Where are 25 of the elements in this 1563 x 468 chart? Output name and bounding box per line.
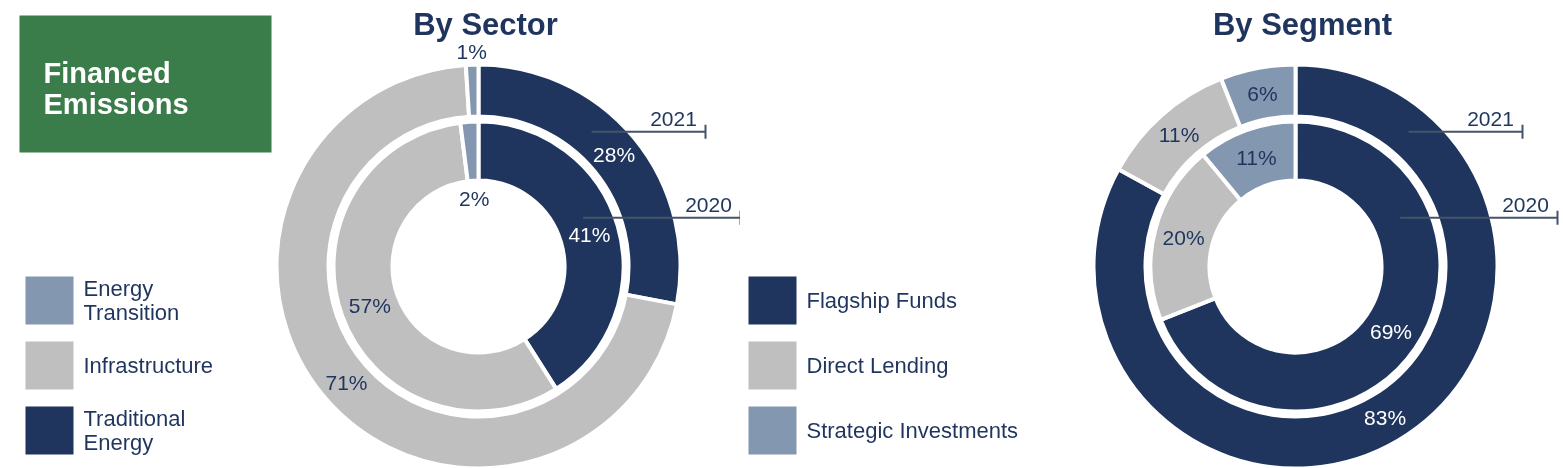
data-label: 11% xyxy=(1236,146,1277,170)
data-label: 2% xyxy=(459,187,490,211)
slice-label: 2020 xyxy=(1502,192,1549,216)
legend-label: Energy Transition xyxy=(83,276,180,325)
slice-label: 2021 xyxy=(1467,106,1514,130)
data-label: 57% xyxy=(348,294,391,318)
data-label: 20% xyxy=(1162,226,1205,250)
legend-label: Flagship Funds xyxy=(806,288,957,313)
slice-label: 2021 xyxy=(650,106,697,130)
legend-label: Infrastructure xyxy=(83,353,214,378)
data-label: 1% xyxy=(456,40,487,64)
data-label: 11% xyxy=(1158,122,1200,146)
data-label: 83% xyxy=(1364,406,1407,430)
legend-label: Strategic Investments xyxy=(806,418,1019,443)
data-label: 28% xyxy=(593,142,636,166)
data-label: 69% xyxy=(1370,319,1413,343)
legend-label: Traditional Energy xyxy=(83,406,186,455)
chart-title: By Sector xyxy=(413,7,558,42)
data-label: 41% xyxy=(568,222,611,246)
chart-title: By Segment xyxy=(1212,7,1393,42)
data-label: 71% xyxy=(325,371,368,395)
text: Financed Emissions xyxy=(43,57,189,120)
slice-label: 2020 xyxy=(685,192,732,216)
legend-label: Direct Lending xyxy=(806,353,949,378)
data-label: 6% xyxy=(1247,82,1278,106)
